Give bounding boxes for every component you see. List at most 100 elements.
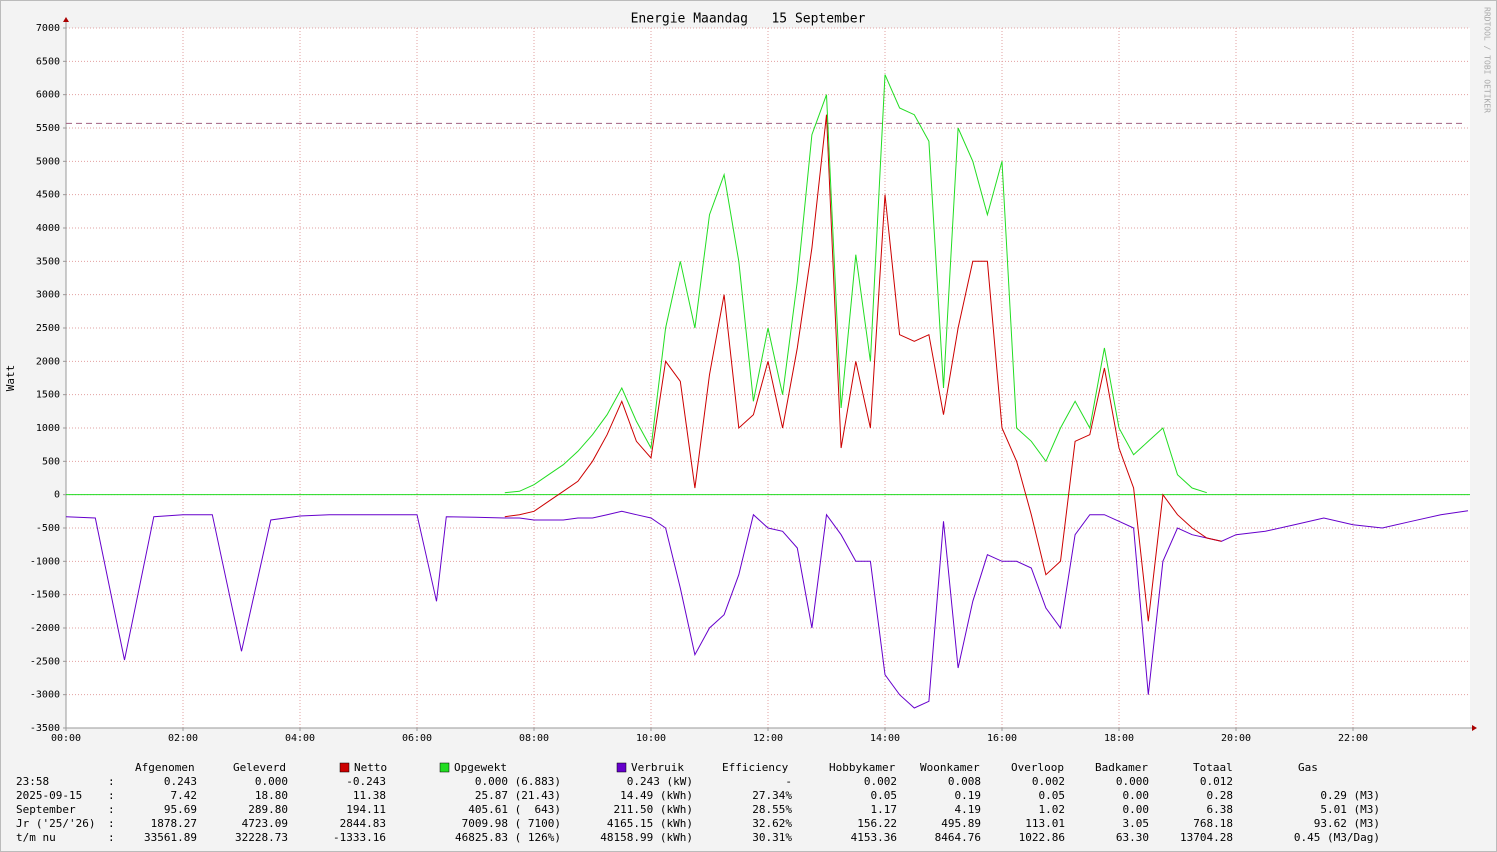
table-cell: 156.22 bbox=[857, 817, 897, 830]
x-tick-label: 14:00 bbox=[870, 733, 900, 744]
table-cell: 0.05 bbox=[871, 789, 898, 802]
x-tick-label: 22:00 bbox=[1338, 733, 1368, 744]
table-cell: 27.34% bbox=[752, 789, 792, 802]
y-tick-label: 2500 bbox=[36, 323, 60, 334]
y-tick-label: 4000 bbox=[36, 223, 60, 234]
y-tick-label: 5500 bbox=[36, 123, 60, 134]
table-cell: 11.38 bbox=[353, 789, 386, 802]
table-header: Hobbykamer bbox=[829, 761, 896, 774]
axis-arrow bbox=[63, 17, 69, 22]
table-cell: 63.30 bbox=[1116, 831, 1149, 844]
table-header: Efficiency bbox=[722, 761, 789, 774]
series-line bbox=[65, 510, 1469, 709]
x-tick-label: 20:00 bbox=[1221, 733, 1251, 744]
table-cell: 768.18 bbox=[1193, 817, 1233, 830]
y-tick-label: -2000 bbox=[30, 623, 60, 634]
separator: : bbox=[108, 789, 115, 802]
table-cell: 32228.73 bbox=[235, 831, 288, 844]
y-tick-label: -3500 bbox=[30, 723, 60, 734]
y-tick-label: 6000 bbox=[36, 90, 60, 101]
table-cell: 289.80 bbox=[248, 803, 288, 816]
separator: : bbox=[108, 775, 115, 788]
table-cell: 0.008 bbox=[948, 775, 981, 788]
table-cell: 7009.98 ( 7100) bbox=[462, 817, 561, 830]
table-cell: 6.38 bbox=[1207, 803, 1234, 816]
y-axis-label: Watt bbox=[4, 365, 17, 392]
table-cell: 0.243 bbox=[164, 775, 197, 788]
table-header: Gas bbox=[1298, 761, 1318, 774]
x-tick-label: 06:00 bbox=[402, 733, 432, 744]
table-cell: 46825.83 ( 126%) bbox=[455, 831, 561, 844]
x-tick-label: 08:00 bbox=[519, 733, 549, 744]
y-tick-label: -3000 bbox=[30, 690, 60, 701]
legend-swatch bbox=[439, 762, 450, 773]
table-cell: 194.11 bbox=[346, 803, 386, 816]
legend-label: Netto bbox=[354, 761, 387, 774]
table-cell: 14.49 (kWh) bbox=[620, 789, 693, 802]
y-tick-label: 0 bbox=[54, 490, 60, 501]
table-cell: 0.243 (kW) bbox=[627, 775, 693, 788]
watermark: RRDTOOL / TOBI OETIKER bbox=[1483, 7, 1492, 113]
table-cell: 211.50 (kWh) bbox=[614, 803, 693, 816]
table-cell: 93.62 (M3) bbox=[1314, 817, 1380, 830]
table-cell: 405.61 ( 643) bbox=[468, 803, 561, 816]
table-cell: 4165.15 (kWh) bbox=[607, 817, 693, 830]
legend-swatch bbox=[339, 762, 350, 773]
row-label: t/m nu bbox=[16, 831, 56, 844]
table-cell: 1022.86 bbox=[1019, 831, 1065, 844]
table-cell: - bbox=[785, 775, 792, 788]
y-tick-label: -500 bbox=[36, 523, 60, 534]
table-cell: 0.012 bbox=[1200, 775, 1233, 788]
table-cell: 3.05 bbox=[1123, 817, 1150, 830]
table-cell: 0.19 bbox=[955, 789, 982, 802]
series-line bbox=[504, 74, 1207, 494]
x-tick-label: 18:00 bbox=[1104, 733, 1134, 744]
table-header: Totaal bbox=[1193, 761, 1233, 774]
row-label: 2025-09-15 bbox=[16, 789, 82, 802]
table-cell: 7.42 bbox=[171, 789, 198, 802]
y-tick-label: 3500 bbox=[36, 256, 60, 267]
row-label: Jr ('25/'26) bbox=[16, 817, 95, 830]
table-cell: 113.01 bbox=[1025, 817, 1065, 830]
table-header: Afgenomen bbox=[135, 761, 195, 774]
x-tick-label: 00:00 bbox=[51, 733, 81, 744]
y-tick-label: 1000 bbox=[36, 423, 60, 434]
table-cell: 32.62% bbox=[752, 817, 792, 830]
y-tick-label: 2000 bbox=[36, 356, 60, 367]
table-header: Geleverd bbox=[233, 761, 286, 774]
table-header: Badkamer bbox=[1095, 761, 1148, 774]
y-tick-label: 6500 bbox=[36, 56, 60, 67]
row-label: 23:58 bbox=[16, 775, 49, 788]
table-cell: 0.00 bbox=[1123, 789, 1150, 802]
table-cell: 0.000 bbox=[1116, 775, 1149, 788]
series-line bbox=[504, 114, 1222, 622]
table-cell: 18.80 bbox=[255, 789, 288, 802]
table-cell: 95.69 bbox=[164, 803, 197, 816]
y-tick-label: 3000 bbox=[36, 290, 60, 301]
table-cell: 0.000 (6.883) bbox=[475, 775, 561, 788]
y-tick-label: -1500 bbox=[30, 590, 60, 601]
y-tick-label: 5000 bbox=[36, 156, 60, 167]
table-cell: -0.243 bbox=[346, 775, 386, 788]
plot-area bbox=[66, 28, 1470, 728]
legend-label: Verbruik bbox=[631, 761, 684, 774]
table-cell: 4723.09 bbox=[242, 817, 288, 830]
separator: : bbox=[108, 831, 115, 844]
legend-label: Opgewekt bbox=[454, 761, 507, 774]
table-cell: 1878.27 bbox=[151, 817, 197, 830]
table-cell: 13704.28 bbox=[1180, 831, 1233, 844]
table-cell: 1.17 bbox=[871, 803, 898, 816]
table-cell: 0.29 (M3) bbox=[1320, 789, 1380, 802]
table-cell: 0.05 bbox=[1039, 789, 1066, 802]
axis-arrow bbox=[1472, 725, 1477, 731]
y-tick-label: 1500 bbox=[36, 390, 60, 401]
x-tick-label: 10:00 bbox=[636, 733, 666, 744]
table-cell: 25.87 (21.43) bbox=[475, 789, 561, 802]
table-cell: -1333.16 bbox=[333, 831, 386, 844]
table-cell: 28.55% bbox=[752, 803, 792, 816]
y-tick-label: -1000 bbox=[30, 556, 60, 567]
y-tick-label: 500 bbox=[42, 456, 60, 467]
table-cell: 1.02 bbox=[1039, 803, 1066, 816]
